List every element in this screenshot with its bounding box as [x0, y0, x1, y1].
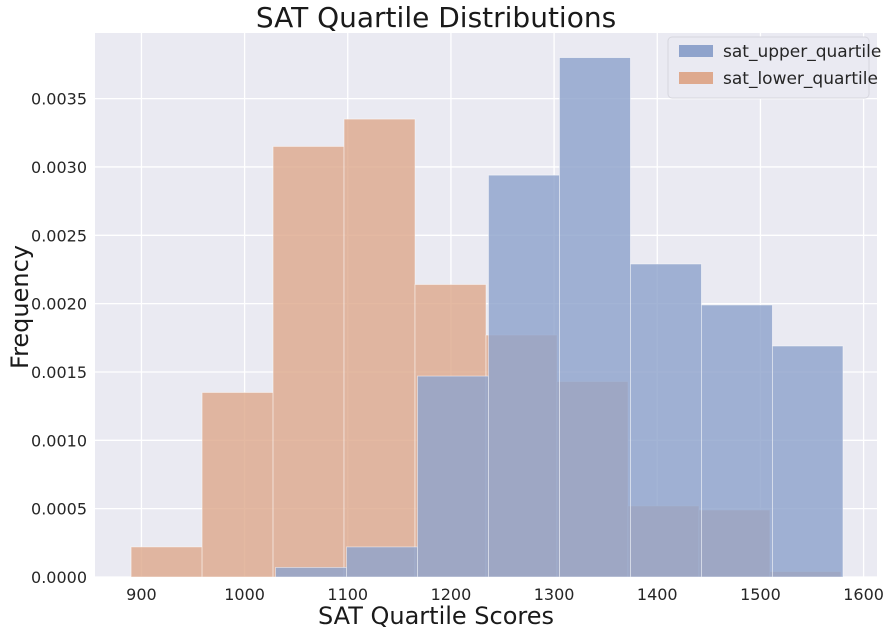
legend-swatch-upper	[679, 45, 713, 57]
upper-quartile-bars	[275, 57, 844, 578]
chart-title: SAT Quartile Distributions	[256, 1, 616, 34]
y-tick-label: 0.0030	[31, 158, 87, 177]
histogram-bar-lower	[201, 392, 274, 578]
histogram-bar-upper	[488, 174, 560, 578]
y-tick-labels: 0.0000 0.0005 0.0010 0.0015 0.0020 0.0025 0.00…	[31, 90, 87, 587]
legend-swatch-lower	[679, 72, 713, 84]
x-tick-label: 1600	[843, 585, 884, 604]
y-tick-label: 0.0010	[31, 431, 87, 450]
x-tick-label: 1200	[431, 585, 472, 604]
y-tick-label: 0.0020	[31, 295, 87, 314]
x-tick-label: 1100	[327, 585, 368, 604]
histogram-bar-lower	[272, 146, 345, 578]
x-tick-label: 1000	[224, 585, 265, 604]
y-axis-label: Frequency	[6, 245, 34, 369]
x-tick-labels: 900 1000 1100 1200 1300 1400 1500 1600	[126, 585, 884, 604]
y-tick-label: 0.0005	[31, 500, 87, 519]
histogram-bar-upper	[701, 304, 773, 578]
histogram-bar-lower	[130, 546, 203, 578]
histogram-bar-lower	[343, 118, 416, 578]
histogram-bar-upper	[346, 546, 418, 578]
x-tick-label: 1400	[637, 585, 678, 604]
x-tick-label: 900	[126, 585, 157, 604]
legend-frame	[667, 36, 870, 99]
y-tick-label: 0.0025	[31, 226, 87, 245]
histogram-bar-upper	[275, 567, 347, 578]
y-tick-label: 0.0015	[31, 363, 87, 382]
y-tick-label: 0.0035	[31, 90, 87, 109]
legend: sat_upper_quartile sat_lower_quartile	[667, 36, 881, 99]
legend-label-lower: sat_lower_quartile	[723, 69, 878, 89]
x-tick-label: 1500	[740, 585, 781, 604]
y-tick-label: 0.0000	[31, 568, 87, 587]
x-tick-label: 1300	[534, 585, 575, 604]
histogram-bar-upper	[771, 345, 844, 578]
histogram-bar-upper	[417, 375, 489, 578]
x-axis-label: SAT Quartile Scores	[318, 602, 554, 630]
legend-label-upper: sat_upper_quartile	[723, 42, 881, 62]
histogram-bar-upper	[630, 263, 702, 578]
histogram-bar-upper	[559, 57, 631, 578]
